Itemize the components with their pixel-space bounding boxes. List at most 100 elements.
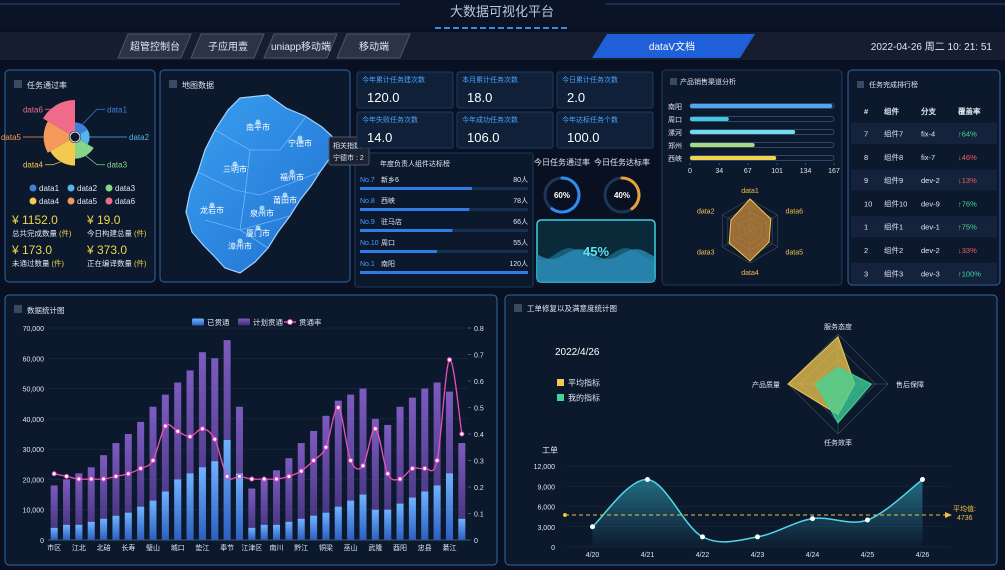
line-point bbox=[385, 471, 391, 477]
legend-dot bbox=[105, 184, 113, 192]
bar bbox=[112, 515, 120, 540]
nav-tab[interactable] bbox=[336, 33, 411, 59]
x-tick-label: 巫山 bbox=[344, 543, 358, 552]
bar bbox=[63, 479, 71, 540]
x-tick-label: 城口 bbox=[171, 544, 185, 552]
bar bbox=[359, 494, 367, 540]
line-point bbox=[446, 357, 452, 363]
line-point bbox=[138, 465, 144, 471]
radar-label: data5 bbox=[786, 250, 804, 257]
table-row bbox=[851, 146, 997, 168]
leader-name: 新乡6 bbox=[381, 175, 399, 184]
legend-label: data1 bbox=[39, 184, 60, 193]
mark-line-start bbox=[563, 513, 567, 518]
y2-tick-label: 0.8 bbox=[474, 326, 484, 333]
counter-value: 100.0 bbox=[567, 130, 600, 145]
mark-line-label: 平均值: bbox=[953, 504, 976, 513]
bar bbox=[310, 515, 318, 540]
y2-tick-label: 0.7 bbox=[474, 353, 484, 360]
bar-track bbox=[360, 250, 528, 253]
table-cell: 3 bbox=[864, 269, 868, 278]
page-title: 大数据可视化平台 bbox=[450, 4, 554, 19]
counter-card bbox=[456, 111, 554, 149]
table-cell: 组件10 bbox=[884, 198, 907, 208]
tooltip-label: 宁德市 : 2 bbox=[333, 153, 364, 162]
title-icon bbox=[670, 78, 677, 85]
bar bbox=[260, 524, 268, 540]
bar bbox=[690, 104, 833, 108]
line-point bbox=[920, 477, 925, 482]
bar bbox=[211, 358, 219, 540]
line-point bbox=[311, 458, 317, 463]
table-cell: dev-1 bbox=[921, 223, 940, 232]
rose-hole bbox=[69, 131, 81, 143]
bar bbox=[198, 352, 206, 540]
stat-label: 未通过数量 (件) bbox=[12, 258, 64, 268]
table-cell: 组件1 bbox=[884, 222, 903, 232]
line-point bbox=[51, 471, 57, 477]
bar bbox=[690, 143, 755, 147]
y-tick-label: 30,000 bbox=[23, 447, 45, 454]
nav-tab-active[interactable] bbox=[592, 34, 755, 58]
rose-label: data1 bbox=[107, 105, 128, 114]
x-tick-label: 武隆 bbox=[368, 543, 382, 552]
y2-tick-label: 0.6 bbox=[474, 379, 484, 386]
rose-label: data4 bbox=[23, 161, 44, 170]
city-dot bbox=[297, 135, 303, 141]
line-point bbox=[348, 458, 354, 463]
label-line bbox=[82, 108, 105, 125]
y-tick-label: 40,000 bbox=[23, 417, 45, 424]
bar bbox=[347, 500, 355, 540]
bar bbox=[322, 512, 330, 540]
city-label: 三明市 bbox=[223, 164, 247, 174]
panel bbox=[354, 152, 534, 288]
rose-sector bbox=[75, 122, 88, 134]
line-point bbox=[323, 444, 329, 450]
counter-card bbox=[556, 71, 654, 109]
line-point bbox=[162, 423, 168, 429]
nav-tab[interactable] bbox=[263, 33, 338, 59]
radar-area bbox=[728, 198, 772, 262]
nav-tab[interactable] bbox=[190, 33, 265, 59]
rose-label: data2 bbox=[129, 133, 150, 142]
bar bbox=[690, 117, 729, 121]
panel bbox=[4, 69, 156, 283]
map-border bbox=[204, 215, 291, 231]
title-icon bbox=[14, 305, 22, 313]
table-cell: 1 bbox=[864, 223, 868, 232]
bar bbox=[137, 421, 145, 540]
nav-tab[interactable] bbox=[117, 33, 192, 59]
table-row bbox=[851, 169, 997, 191]
bar bbox=[334, 400, 342, 540]
bar bbox=[260, 479, 268, 540]
table-cell: 组件8 bbox=[884, 152, 903, 162]
bar bbox=[347, 394, 355, 540]
category-label: 南阳 bbox=[668, 102, 682, 111]
bar bbox=[161, 491, 169, 540]
stat-unit: (件) bbox=[52, 258, 65, 268]
bar bbox=[87, 521, 95, 540]
y2-tick-label: 0.5 bbox=[474, 406, 484, 413]
line-point bbox=[261, 476, 267, 482]
table-header: 组件 bbox=[884, 106, 899, 116]
counter-label: 今年成功任务次数 bbox=[462, 115, 518, 124]
rank: No.8 bbox=[360, 198, 375, 205]
stat-label-text: 总共完成数量 bbox=[12, 228, 57, 238]
title-icon bbox=[857, 81, 864, 88]
bar bbox=[75, 473, 83, 540]
panel-title: 任务通过率 bbox=[27, 80, 67, 90]
stat-unit: (件) bbox=[134, 228, 147, 238]
legend-label: data5 bbox=[77, 197, 98, 206]
stat-value: ¥ 1152.0 bbox=[11, 213, 58, 227]
counter-value: 18.0 bbox=[467, 90, 492, 105]
x-tick-label: 垫江 bbox=[195, 543, 209, 552]
stat-label: 今日构建总量 (件) bbox=[87, 228, 147, 238]
bar bbox=[75, 524, 83, 540]
city-dot bbox=[255, 119, 261, 125]
radar-label: 产品质量 bbox=[752, 380, 780, 389]
line-point bbox=[286, 473, 292, 479]
y-tick-label: 20,000 bbox=[23, 477, 45, 484]
leader-value: 120人 bbox=[509, 260, 528, 268]
y-tick-label: 50,000 bbox=[23, 387, 45, 394]
